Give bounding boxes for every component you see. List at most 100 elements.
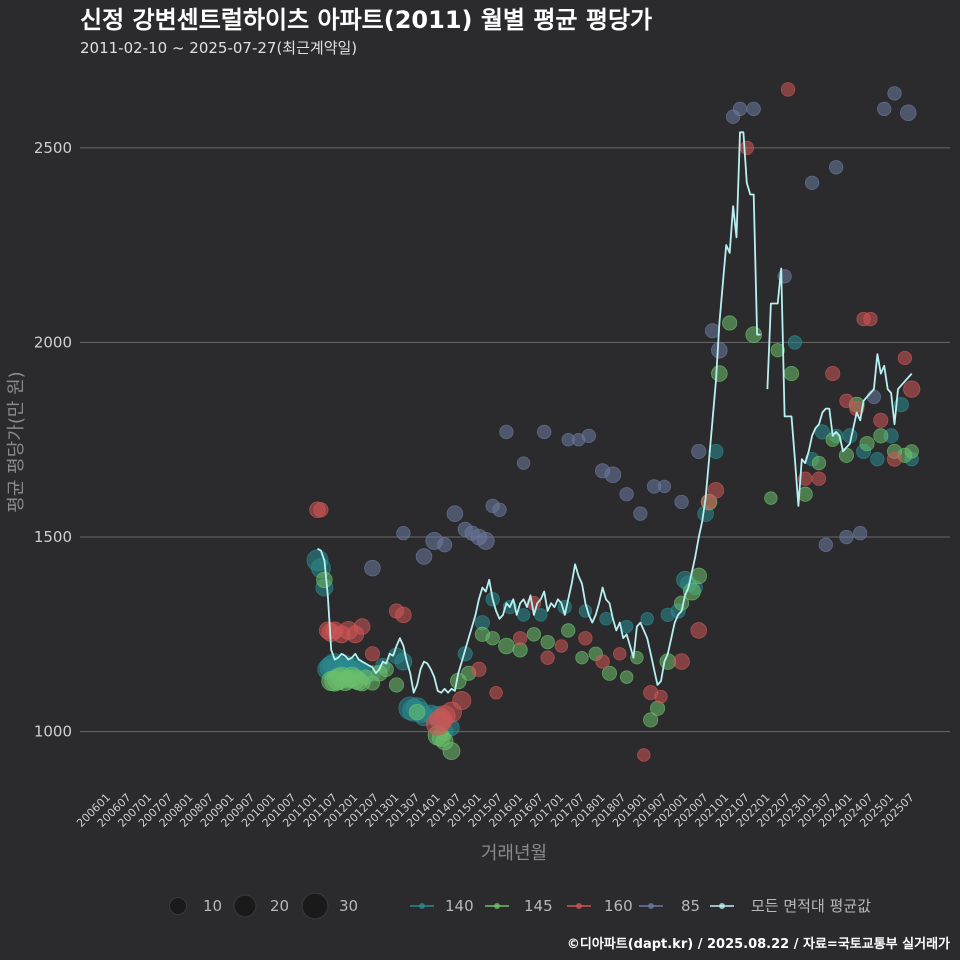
data-point	[395, 606, 412, 624]
data-point	[732, 101, 748, 117]
data-point	[492, 502, 507, 517]
data-points	[306, 82, 921, 762]
data-point	[674, 494, 689, 510]
data-point	[893, 397, 909, 413]
legend-marker	[648, 903, 654, 909]
data-point	[691, 443, 707, 459]
data-point	[870, 452, 885, 467]
average-line-layer	[317, 131, 913, 694]
data-point	[804, 175, 820, 191]
data-point	[711, 365, 728, 382]
data-point	[690, 622, 708, 639]
data-point	[442, 742, 461, 760]
x-axis-label: 거래년월	[481, 843, 547, 864]
data-point	[601, 665, 618, 681]
data-point	[839, 529, 854, 545]
data-point	[415, 548, 433, 565]
data-point	[739, 140, 754, 155]
gridlines	[80, 147, 950, 733]
data-point	[499, 424, 514, 440]
data-point	[770, 343, 785, 358]
data-point	[887, 86, 902, 101]
data-point	[452, 691, 472, 710]
legend-label: 모든 면적대 평균값	[751, 897, 871, 915]
legend-marker	[576, 903, 582, 909]
data-point	[825, 366, 841, 382]
size-legend-label: 20	[270, 897, 289, 915]
legend: 10 20 30 140 145 160 85 모든 면적대 평균값	[168, 892, 871, 920]
data-point	[780, 82, 796, 97]
data-point	[613, 647, 627, 661]
data-point	[828, 160, 844, 175]
y-tick-label: 1500	[34, 528, 72, 546]
data-point	[471, 661, 487, 677]
data-point	[838, 447, 854, 463]
data-point	[396, 525, 411, 541]
data-point	[811, 471, 827, 486]
data-point	[554, 639, 569, 653]
y-axis-label: 평균 평당가(만 원)	[6, 371, 27, 512]
data-point	[353, 618, 371, 635]
data-point	[899, 104, 917, 122]
y-tick-label: 2500	[34, 139, 72, 157]
data-point	[437, 537, 453, 553]
data-point	[364, 559, 381, 577]
data-point	[540, 634, 555, 650]
data-point	[704, 323, 721, 339]
legend-label: 160	[604, 897, 633, 915]
average-line	[766, 267, 913, 507]
data-point	[783, 366, 800, 382]
data-point	[489, 686, 503, 700]
data-point	[722, 315, 738, 331]
size-legend-marker	[233, 894, 257, 918]
data-point	[534, 608, 548, 622]
credit-text: ©디아파트(dapt.kr) / 2025.08.22 / 자료=국토교통부 실…	[567, 936, 950, 952]
legend-marker	[494, 903, 500, 909]
legend-label: 140	[445, 897, 474, 915]
legend-label: 85	[681, 897, 700, 915]
data-point	[561, 623, 576, 638]
data-point	[313, 502, 329, 518]
data-point	[873, 428, 889, 444]
size-legend-marker	[168, 896, 188, 916]
legend-marker	[419, 903, 425, 909]
data-point	[708, 443, 724, 459]
chart-title: 신정 강변센트럴하이츠 아파트(2011) 월별 평균 평당가	[80, 6, 652, 34]
y-tick-label: 2000	[34, 333, 72, 351]
data-point	[643, 712, 659, 728]
x-axis: 2006012006072007012007072008012008072009…	[74, 791, 917, 830]
data-point	[649, 700, 666, 716]
data-point	[897, 350, 912, 366]
data-point	[599, 612, 613, 626]
data-point	[578, 631, 593, 646]
data-point	[690, 567, 708, 585]
size-legend-marker	[301, 892, 329, 920]
data-point	[457, 646, 473, 662]
data-point	[485, 631, 500, 646]
data-point	[640, 612, 654, 626]
data-point	[408, 703, 426, 721]
data-point	[839, 393, 854, 408]
data-point	[707, 482, 725, 499]
data-point	[673, 653, 690, 670]
chart-subtitle: 2011-02-10 ~ 2025-07-27(최근계약일)	[80, 39, 357, 57]
data-point	[516, 456, 531, 470]
data-point	[903, 380, 921, 398]
data-point	[859, 436, 875, 452]
data-point	[886, 451, 903, 467]
data-point	[637, 748, 651, 762]
data-point	[388, 677, 405, 693]
data-point	[814, 424, 830, 440]
data-point	[581, 428, 596, 443]
data-point	[633, 506, 648, 521]
data-point	[537, 424, 552, 440]
size-legend-label: 10	[203, 897, 222, 915]
data-point	[476, 532, 495, 550]
data-point	[657, 479, 672, 494]
data-point	[526, 627, 542, 642]
data-point	[540, 650, 555, 665]
data-point	[853, 525, 868, 541]
data-point	[654, 689, 668, 704]
size-legend-label: 30	[339, 897, 358, 915]
data-point	[513, 631, 528, 646]
